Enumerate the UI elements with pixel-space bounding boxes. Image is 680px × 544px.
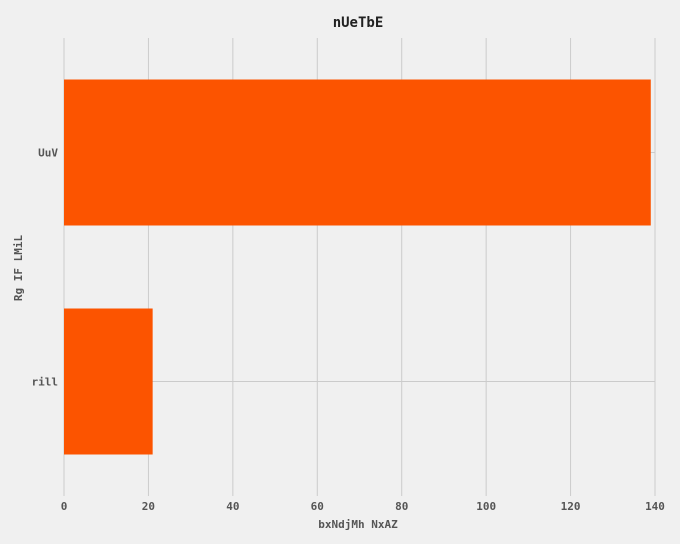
bar-UuV [64, 79, 651, 226]
x-tick-label: 120 [561, 500, 581, 513]
y-tick-label: UuV [38, 147, 58, 160]
x-tick-label: 40 [226, 500, 239, 513]
bar-rill [64, 308, 153, 455]
x-tick-label: 80 [395, 500, 408, 513]
bar-layer [64, 79, 651, 455]
x-tick-label: 60 [311, 500, 324, 513]
y-axis-label: Rg IF LMiL [12, 235, 25, 302]
x-tick-label: 100 [476, 500, 496, 513]
chart-title: nUeTbE [333, 15, 384, 31]
x-tick-label: 20 [142, 500, 155, 513]
x-axis-label: bxNdjMh NxAZ [318, 518, 398, 531]
tick-layer: 0 20 40 60 80 100 120 140 rill UuV [32, 147, 665, 514]
x-tick-label: 0 [61, 500, 68, 513]
x-tick-label: 140 [645, 500, 665, 513]
y-tick-label: rill [32, 376, 59, 389]
